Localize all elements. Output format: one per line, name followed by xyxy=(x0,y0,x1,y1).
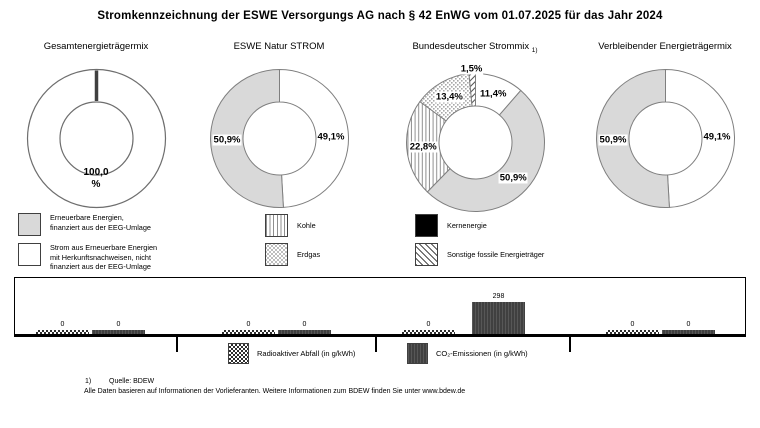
donut-svg xyxy=(595,68,735,208)
bar-value-label: 0 xyxy=(686,321,691,328)
legend-label: Radioaktiver Abfall (in g/kWh) xyxy=(257,349,356,358)
bar-value-label: 0 xyxy=(246,321,251,328)
legend-item-hkn-renewables: Strom aus Erneuerbare Energien mit Herkun… xyxy=(18,243,157,272)
donut-bund: 11,4% 50,9% 22,8% 13,4% 1,5% xyxy=(403,63,548,215)
legend-label: Erdgas xyxy=(297,249,321,259)
donut-svg xyxy=(26,68,166,209)
radioaktiv-bar xyxy=(222,330,275,334)
radioaktiv-bar xyxy=(402,330,455,334)
slice-value-label: 50,9% xyxy=(212,134,242,146)
bar-group: 0 298 xyxy=(402,293,525,334)
legend-item-kernenergie: Kernenergie xyxy=(415,214,487,237)
chart-title: Bundesdeutscher Strommix 1) xyxy=(412,41,538,54)
bar-value-label: 0 xyxy=(116,321,121,328)
footnote-reference: 1) xyxy=(531,46,538,54)
legend-label: Kohle xyxy=(297,220,316,230)
bar: 0 xyxy=(36,321,89,334)
radioaktiv-pattern-icon xyxy=(228,343,249,364)
page-title: Stromkennzeichnung der ESWE Versorgungs … xyxy=(97,10,663,22)
legend-item-radioaktiver-abfall: Radioaktiver Abfall (in g/kWh) xyxy=(228,343,355,364)
footnote-source: 1) Quelle: BDEW xyxy=(85,376,154,388)
legend-label: Kernenergie xyxy=(447,220,487,230)
legend-item-co2-emissionen: CO₂-Emissionen (in g/kWh) xyxy=(407,343,528,364)
co2-bar xyxy=(92,330,145,334)
emissions-bar-panel: 0 0 0 0 0 298 0 0 xyxy=(14,277,746,337)
slice-value-label: 13,4% xyxy=(434,91,464,103)
kernenergie-swatch-icon xyxy=(415,214,438,237)
bar: 0 xyxy=(222,321,275,334)
donut-eswe: 49,1% 50,9% xyxy=(207,66,352,211)
footnote-marker: 1) xyxy=(85,378,92,385)
donut-chart-bundesdeutscher-strommix: Bundesdeutscher Strommix 1) 11,4% 50,9% 22… xyxy=(385,40,565,215)
legend-item-sonstige-fossile: Sonstige fossile Energieträger xyxy=(415,243,544,266)
co2-pattern-icon xyxy=(407,343,428,364)
white-swatch-icon xyxy=(18,243,41,266)
donut-chart-eswe-natur-strom: ESWE Natur STROM 49,1% 50,9% xyxy=(189,40,369,211)
chart-title: ESWE Natur STROM xyxy=(233,41,325,52)
slice-value-label: 50,9% xyxy=(598,134,628,146)
bar: 0 xyxy=(606,321,659,334)
slice-value-label: 11,4% xyxy=(479,88,508,100)
slice-value-label: 1,5% xyxy=(459,63,484,75)
axis-tick xyxy=(176,336,178,352)
chart-title: Gesamtenergieträgermix xyxy=(43,41,149,52)
bar: 0 xyxy=(92,321,145,334)
sonstige-pattern-icon xyxy=(415,243,438,266)
bar-value-label: 0 xyxy=(630,321,635,328)
legend-label: Strom aus Erneuerbare Energien mit Herkun… xyxy=(50,243,158,271)
axis-tick xyxy=(569,336,571,352)
slice-value-label: 50,9% xyxy=(498,172,528,184)
co2-bar xyxy=(662,330,715,334)
slice-value-label: 49,1% xyxy=(316,131,346,143)
bar: 298 xyxy=(472,293,525,334)
bar: 0 xyxy=(278,321,331,334)
co2-bar xyxy=(472,302,525,334)
kohle-pattern-icon xyxy=(265,214,288,237)
bar-value-label: 0 xyxy=(60,321,65,328)
slice-value-label: 49,1% xyxy=(702,131,732,143)
chart-title: Verbleibender Energieträgermix xyxy=(598,41,732,52)
legend-item-erdgas: Erdgas xyxy=(265,243,320,266)
gray-swatch-icon xyxy=(18,213,41,236)
donut-chart-gesamtenergietraegermix: Gesamtenergieträgermix 100,0 % xyxy=(6,40,186,211)
donut-chart-verbleibender-mix: Verbleibender Energieträgermix 49,1% 50,9… xyxy=(575,40,755,211)
radioaktiv-bar xyxy=(36,330,89,334)
slice-value-label: 22,8% xyxy=(408,141,438,153)
donut-gesamt: 100,0 % xyxy=(24,66,169,211)
bar-value-label: 0 xyxy=(426,321,431,328)
radioaktiv-bar xyxy=(606,330,659,334)
bar: 0 xyxy=(662,321,715,334)
bar: 0 xyxy=(402,321,455,334)
bar-value-label: 0 xyxy=(302,321,307,328)
legend-label: Erneuerbare Energien, finanziert aus der … xyxy=(50,213,151,232)
slice-value-label: 100,0 % xyxy=(83,166,109,190)
legend-item-eeg-renewables: Erneuerbare Energien, finanziert aus der … xyxy=(18,213,151,236)
bar-value-label: 298 xyxy=(492,293,505,300)
footnote-text: Alle Daten basieren auf Informationen de… xyxy=(84,388,466,395)
legend-label: Sonstige fossile Energieträger xyxy=(447,249,545,259)
erdgas-pattern-icon xyxy=(265,243,288,266)
legend-label: CO₂-Emissionen (in g/kWh) xyxy=(436,349,528,358)
donut-verbleibend: 49,1% 50,9% xyxy=(593,66,738,211)
axis-tick xyxy=(375,336,377,352)
co2-bar xyxy=(278,330,331,334)
donut-svg xyxy=(209,68,349,208)
legend-item-kohle: Kohle xyxy=(265,214,316,237)
